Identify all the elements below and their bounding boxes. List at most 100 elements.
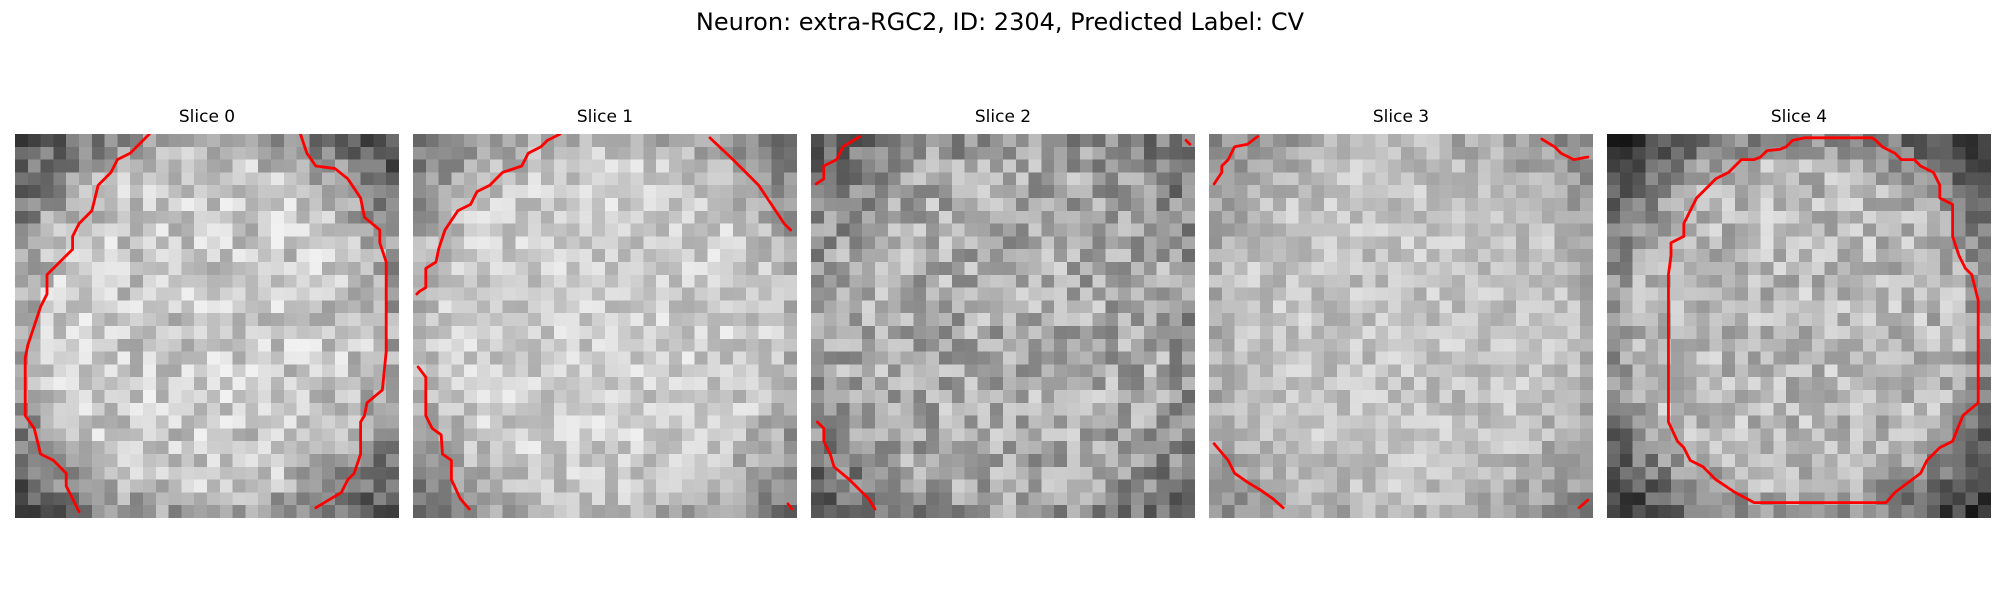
pixel-cell xyxy=(1516,223,1530,237)
pixel-cell xyxy=(104,390,118,404)
pixel-cell xyxy=(1722,505,1736,518)
pixel-cell xyxy=(143,441,157,455)
pixel-cell xyxy=(1401,441,1415,455)
pixel-cell xyxy=(887,313,901,327)
pixel-cell xyxy=(1092,274,1106,288)
pixel-cell xyxy=(1939,134,1953,148)
pixel-cell xyxy=(1234,287,1248,301)
pixel-cell xyxy=(515,466,529,480)
pixel-cell xyxy=(464,262,478,276)
pixel-cell xyxy=(1709,223,1723,237)
pixel-cell xyxy=(1285,313,1299,327)
pixel-cell xyxy=(784,210,797,224)
pixel-cell xyxy=(1169,505,1183,518)
pixel-cell xyxy=(630,377,644,391)
pixel-cell xyxy=(1452,441,1466,455)
pixel-cell xyxy=(990,364,1004,378)
pixel-cell xyxy=(386,223,399,237)
pixel-cell xyxy=(194,274,208,288)
pixel-cell xyxy=(1118,287,1132,301)
pixel-cell xyxy=(1490,492,1504,506)
pixel-cell xyxy=(977,146,991,160)
pixel-cell xyxy=(502,351,516,365)
pixel-cell xyxy=(1939,300,1953,314)
pixel-cell xyxy=(66,338,80,352)
pixel-cell xyxy=(1362,338,1376,352)
pixel-cell xyxy=(155,185,169,199)
pixel-cell xyxy=(1632,262,1646,276)
pixel-cell xyxy=(1260,262,1274,276)
pixel-cell xyxy=(477,236,491,250)
pixel-cell xyxy=(27,505,41,518)
pixel-cell xyxy=(1773,390,1787,404)
pixel-cell xyxy=(758,236,772,250)
pixel-cell xyxy=(1028,198,1042,212)
pixel-cell xyxy=(1529,172,1543,186)
pixel-cell xyxy=(232,454,246,468)
pixel-cell xyxy=(1388,210,1402,224)
pixel-cell xyxy=(1362,492,1376,506)
pixel-cell xyxy=(53,364,67,378)
pixel-cell xyxy=(1927,454,1941,468)
pixel-cell xyxy=(1003,210,1017,224)
pixel-cell xyxy=(617,198,631,212)
pixel-cell xyxy=(181,326,195,340)
pixel-cell xyxy=(669,300,683,314)
pixel-cell xyxy=(745,364,759,378)
pixel-cell xyxy=(1580,274,1593,288)
pixel-cell xyxy=(541,172,555,186)
pixel-cell xyxy=(464,159,478,173)
pixel-cell xyxy=(1362,262,1376,276)
pixel-cell xyxy=(1477,185,1491,199)
pixel-cell xyxy=(630,134,644,148)
pixel-cell xyxy=(309,185,323,199)
pixel-cell xyxy=(1541,326,1555,340)
pixel-cell xyxy=(707,159,721,173)
pixel-cell xyxy=(232,402,246,416)
pixel-cell xyxy=(117,402,131,416)
pixel-cell xyxy=(1067,377,1081,391)
pixel-cell xyxy=(413,454,427,468)
pixel-cell xyxy=(130,223,144,237)
pixel-cell xyxy=(1786,338,1800,352)
pixel-cell xyxy=(643,146,657,160)
pixel-cell xyxy=(566,454,580,468)
pixel-cell xyxy=(386,466,399,480)
pixel-cell xyxy=(1850,479,1864,493)
pixel-cell xyxy=(592,159,606,173)
pixel-cell xyxy=(1580,236,1593,250)
pixel-cell xyxy=(913,441,927,455)
pixel-cell xyxy=(1041,313,1055,327)
pixel-cell xyxy=(283,313,297,327)
pixel-cell xyxy=(104,377,118,391)
pixel-cell xyxy=(1362,479,1376,493)
pixel-cell xyxy=(245,351,259,365)
pixel-cell xyxy=(1888,313,1902,327)
pixel-cell xyxy=(1298,172,1312,186)
pixel-cell xyxy=(40,454,54,468)
pixel-cell xyxy=(1837,287,1851,301)
pixel-cell xyxy=(271,326,285,340)
pixel-cell xyxy=(1567,415,1581,429)
pixel-cell xyxy=(964,249,978,263)
pixel-cell xyxy=(168,210,182,224)
pixel-cell xyxy=(296,159,310,173)
slice-title: Slice 1 xyxy=(576,107,634,127)
pixel-cell xyxy=(79,492,93,506)
pixel-cell xyxy=(1273,223,1287,237)
pixel-cell xyxy=(643,274,657,288)
pixel-cell xyxy=(733,274,747,288)
pixel-cell xyxy=(836,313,850,327)
pixel-cell xyxy=(91,262,105,276)
pixel-cell xyxy=(207,505,221,518)
pixel-cell xyxy=(1298,454,1312,468)
pixel-cell xyxy=(1696,415,1710,429)
pixel-cell xyxy=(1965,159,1979,173)
pixel-cell xyxy=(207,274,221,288)
pixel-cell xyxy=(617,210,631,224)
pixel-cell xyxy=(1156,223,1170,237)
pixel-cell xyxy=(926,223,940,237)
pixel-cell xyxy=(489,249,503,263)
pixel-cell xyxy=(1888,274,1902,288)
pixel-cell xyxy=(733,210,747,224)
